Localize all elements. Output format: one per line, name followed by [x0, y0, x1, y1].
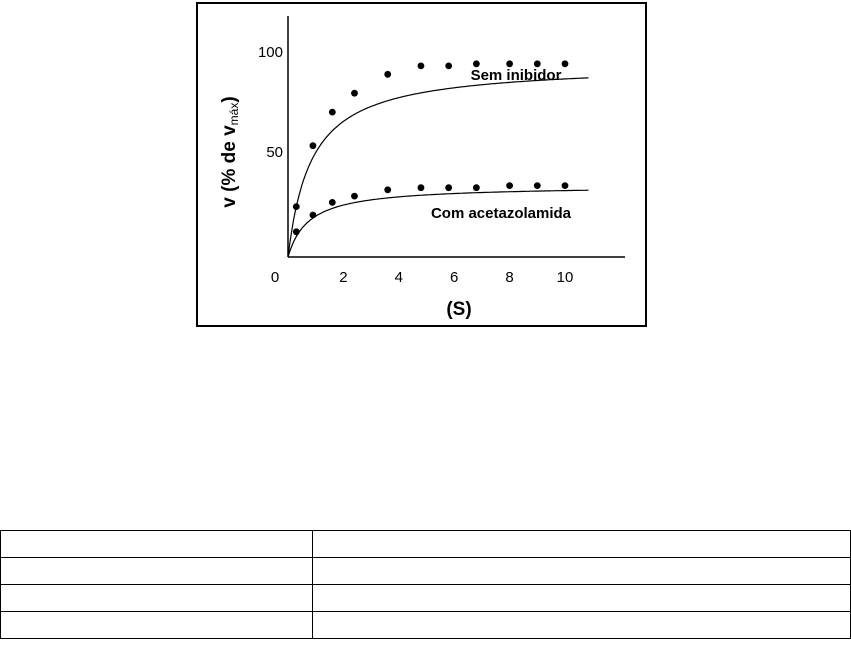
x-tick-label: 2	[339, 269, 347, 286]
data-point	[351, 89, 358, 97]
table-cell	[312, 611, 851, 639]
series-curve	[287, 77, 589, 258]
tick-labels: 0 2 4 6 8 10 50 100	[258, 44, 573, 286]
table-cell	[0, 530, 313, 558]
data-point	[533, 60, 541, 68]
y-axis-title-sub: máx	[227, 103, 241, 126]
y-tick-label: 100	[258, 44, 283, 61]
data-point	[417, 62, 425, 70]
axes	[287, 16, 625, 258]
data-point	[445, 184, 453, 192]
y-axis-title-close: )	[219, 96, 240, 102]
data-point	[472, 184, 480, 192]
data-point	[506, 60, 513, 68]
table-row	[0, 611, 851, 639]
data-point	[472, 60, 480, 68]
table-cell	[0, 584, 313, 612]
x-tick-label: 6	[450, 269, 458, 286]
figure-frame: 0 2 4 6 8 10 50 100 Sem inibidor Com acetazolami…	[196, 2, 647, 327]
series-label: Sem inibidor	[471, 67, 562, 84]
table-body	[0, 530, 851, 639]
x-tick-label: 4	[395, 269, 403, 286]
data-point	[445, 62, 453, 70]
table-cell	[312, 530, 851, 558]
data-point	[561, 60, 569, 68]
table-cell	[312, 557, 851, 585]
curves	[287, 77, 589, 258]
data-point	[384, 70, 392, 78]
data-point	[309, 211, 317, 219]
y-axis-title: v (% de vmáx)	[219, 96, 241, 207]
data-point	[417, 184, 425, 192]
table-cell	[0, 557, 313, 585]
data-point	[351, 192, 358, 200]
data-points	[292, 60, 569, 236]
table-row	[0, 530, 851, 558]
table-cell	[312, 584, 851, 612]
empty-table	[0, 530, 851, 639]
table-row	[0, 584, 851, 612]
data-point	[506, 182, 513, 190]
data-point	[292, 203, 300, 211]
x-tick-label: 8	[505, 269, 513, 286]
data-point	[328, 199, 336, 206]
data-point	[384, 186, 392, 194]
data-point	[561, 182, 569, 190]
x-tick-label: 10	[557, 269, 574, 286]
series-label: Com acetazolamida	[431, 205, 572, 222]
x-axis-title: (S)	[446, 299, 471, 320]
x-tick-label: 0	[271, 269, 279, 286]
chart: 0 2 4 6 8 10 50 100 Sem inibidor Com acetazolami…	[219, 16, 625, 320]
series-curve	[287, 189, 589, 258]
data-point	[309, 142, 317, 150]
y-axis-title-main: v (% de v	[219, 125, 240, 208]
data-point	[533, 182, 541, 190]
table-row	[0, 557, 851, 585]
data-point	[328, 108, 336, 116]
y-tick-label: 50	[266, 144, 283, 161]
data-point	[292, 228, 300, 236]
series-labels: Sem inibidor Com acetazolamida	[431, 67, 572, 222]
table-cell	[0, 611, 313, 639]
